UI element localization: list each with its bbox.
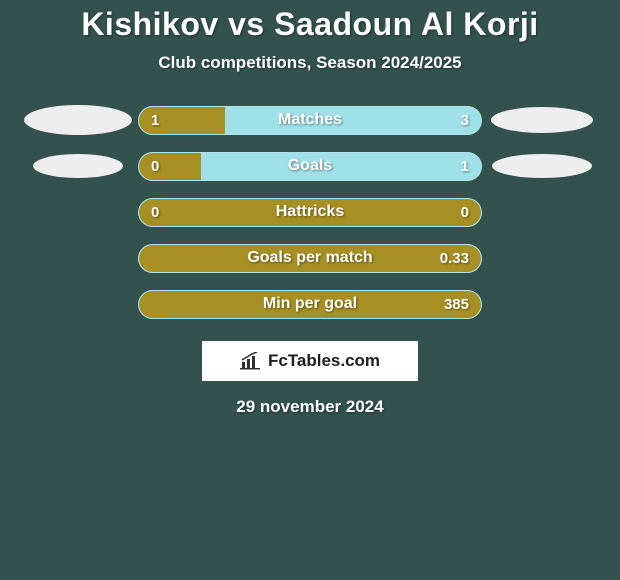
player-right-ellipse	[492, 154, 592, 178]
footer-date: 29 november 2024	[0, 397, 620, 417]
stat-bar: Min per goal385	[138, 290, 482, 319]
stat-bar-left-fill	[139, 199, 481, 226]
stat-rows: Matches13 Goals01 Hattricks00 Goals per mat…	[0, 97, 620, 327]
brand-badge: FcTables.com	[202, 341, 418, 381]
player-left-slot	[18, 143, 138, 189]
player-left-ellipse	[24, 105, 132, 135]
stat-bar: Goals per match0.33	[138, 244, 482, 273]
page-title: Kishikov vs Saadoun Al Korji	[0, 6, 620, 43]
stat-bar: Matches13	[138, 106, 482, 135]
player-right-slot	[482, 281, 602, 327]
player-left-slot	[18, 235, 138, 281]
stat-bar: Hattricks00	[138, 198, 482, 227]
stat-row: Hattricks00	[0, 189, 620, 235]
stat-row: Goals01	[0, 143, 620, 189]
player-right-ellipse	[491, 107, 593, 133]
stat-bar-left-fill	[139, 291, 481, 318]
stat-bar-left-fill	[139, 153, 201, 180]
stat-row: Matches13	[0, 97, 620, 143]
player-right-slot	[482, 97, 602, 143]
stat-row: Goals per match0.33	[0, 235, 620, 281]
player-right-slot	[482, 235, 602, 281]
player-right-slot	[482, 189, 602, 235]
player-left-slot	[18, 189, 138, 235]
player-left-ellipse	[33, 154, 123, 178]
page-subtitle: Club competitions, Season 2024/2025	[0, 53, 620, 73]
stat-bar-right-fill	[225, 107, 482, 134]
player-right-slot	[482, 143, 602, 189]
comparison-infographic: Kishikov vs Saadoun Al Korji Club compet…	[0, 0, 620, 580]
stat-bar: Goals01	[138, 152, 482, 181]
stat-row: Min per goal385	[0, 281, 620, 327]
brand-label: FcTables.com	[268, 351, 380, 371]
player-left-slot	[18, 281, 138, 327]
stat-bar-left-fill	[139, 245, 481, 272]
stat-bar-left-fill	[139, 107, 225, 134]
player-left-slot	[18, 97, 138, 143]
stat-bar-right-fill	[201, 153, 481, 180]
chart-icon	[240, 352, 262, 370]
